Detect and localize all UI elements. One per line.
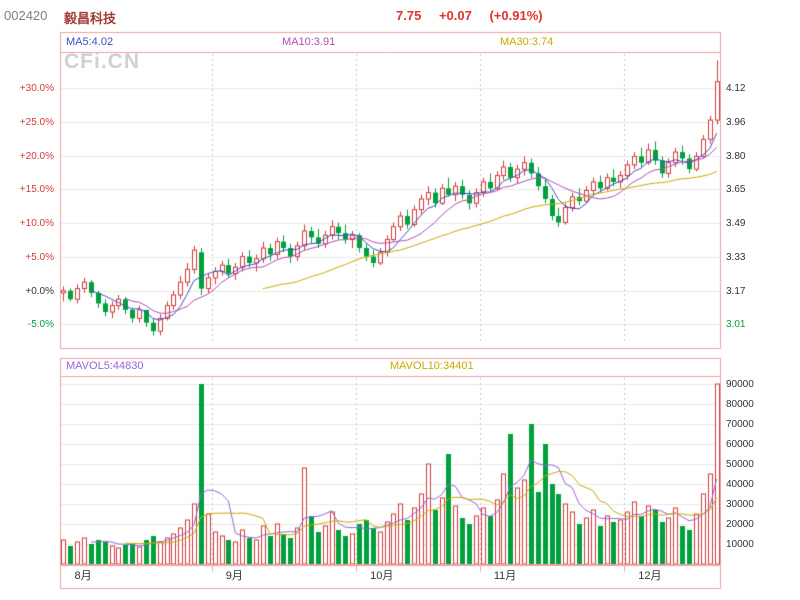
main-right-tick: 3.96 — [726, 116, 746, 128]
main-right-tick: 3.65 — [726, 183, 746, 195]
legend-ma30: MA30:3.74 — [500, 36, 554, 48]
volume-right-tick: 30000 — [726, 498, 754, 510]
price-change: +0.07 — [438, 8, 472, 23]
last-price: 7.75 — [396, 8, 422, 23]
volume-right-tick: 20000 — [726, 518, 754, 530]
stock-code: 002420 — [4, 8, 48, 23]
volume-right-tick: 70000 — [726, 418, 754, 430]
month-label: 11月 — [493, 570, 517, 582]
header-bar: 002420 毅昌科技 7.75 +0.07 (+0.91%) — [0, 0, 800, 30]
legend-ma5: MA5:4.02 — [66, 36, 114, 48]
legend-mavol10: MAVOL10:34401 — [390, 360, 474, 372]
volume-right-tick: 90000 — [726, 378, 754, 390]
stock-name: 毅昌科技 — [64, 11, 117, 26]
legend-ma10: MA10:3.91 — [282, 36, 336, 48]
main-right-tick: 3.33 — [726, 251, 746, 263]
main-left-tick: +20.0% — [19, 150, 54, 162]
volume-right-tick: 10000 — [726, 538, 754, 550]
watermark-cfi-logo: CFi.CN — [64, 50, 140, 73]
main-left-tick: -5.0% — [27, 318, 54, 330]
main-left-tick: +25.0% — [19, 116, 54, 128]
volume-right-tick: 50000 — [726, 458, 754, 470]
volume-right-tick: 60000 — [726, 438, 754, 450]
month-label: 8月 — [74, 570, 92, 582]
main-left-tick: +0.0% — [25, 285, 54, 297]
month-label: 10月 — [370, 570, 394, 582]
volume-right-tick: 40000 — [726, 478, 754, 490]
main-left-tick: +10.0% — [19, 217, 54, 229]
main-right-tick: 3.80 — [726, 150, 746, 162]
main-left-tick: +30.0% — [19, 82, 54, 94]
main-right-tick: 3.49 — [726, 217, 746, 229]
main-right-tick: 4.12 — [726, 82, 746, 94]
legend-mavol5: MAVOL5:44830 — [66, 360, 144, 372]
main-left-tick: +15.0% — [19, 183, 54, 195]
price-change-pct: (+0.91%) — [489, 8, 543, 23]
month-label: 12月 — [638, 570, 662, 582]
volume-right-tick: 80000 — [726, 398, 754, 410]
main-left-tick: +5.0% — [25, 251, 54, 263]
price-quote: 7.75 +0.07 (+0.91%) — [396, 8, 557, 23]
main-right-tick: 3.01 — [726, 318, 746, 330]
month-label: 9月 — [225, 570, 243, 582]
main-right-tick: 3.17 — [726, 285, 746, 297]
